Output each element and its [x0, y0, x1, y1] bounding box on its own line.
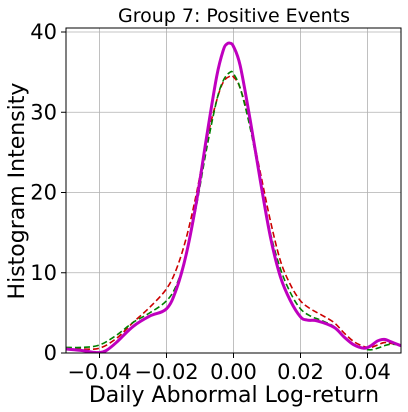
y-tick-label: 40	[30, 20, 57, 44]
y-tick-label: 0	[44, 341, 57, 365]
x-tick-label: 0.04	[344, 360, 391, 384]
y-tick-label: 10	[30, 261, 57, 285]
y-tick-label: 30	[30, 100, 57, 124]
axis-ticks: −0.04 −0.02 0.00 0.02 0.04 0 10 20 30 40	[30, 20, 391, 384]
y-axis-label: Histogram Intensity	[5, 83, 30, 300]
y-tick-label: 20	[30, 181, 57, 205]
plot-area	[66, 41, 401, 353]
x-axis-label: Daily Abnormal Log-return	[89, 383, 379, 408]
x-tick-label: −0.04	[67, 360, 131, 384]
x-tick-label: −0.02	[134, 360, 198, 384]
x-tick-label: 0.00	[210, 360, 257, 384]
x-tick-label: 0.02	[277, 360, 324, 384]
series-line-1	[66, 41, 401, 353]
chart-title: Group 7: Positive Events	[118, 5, 350, 27]
